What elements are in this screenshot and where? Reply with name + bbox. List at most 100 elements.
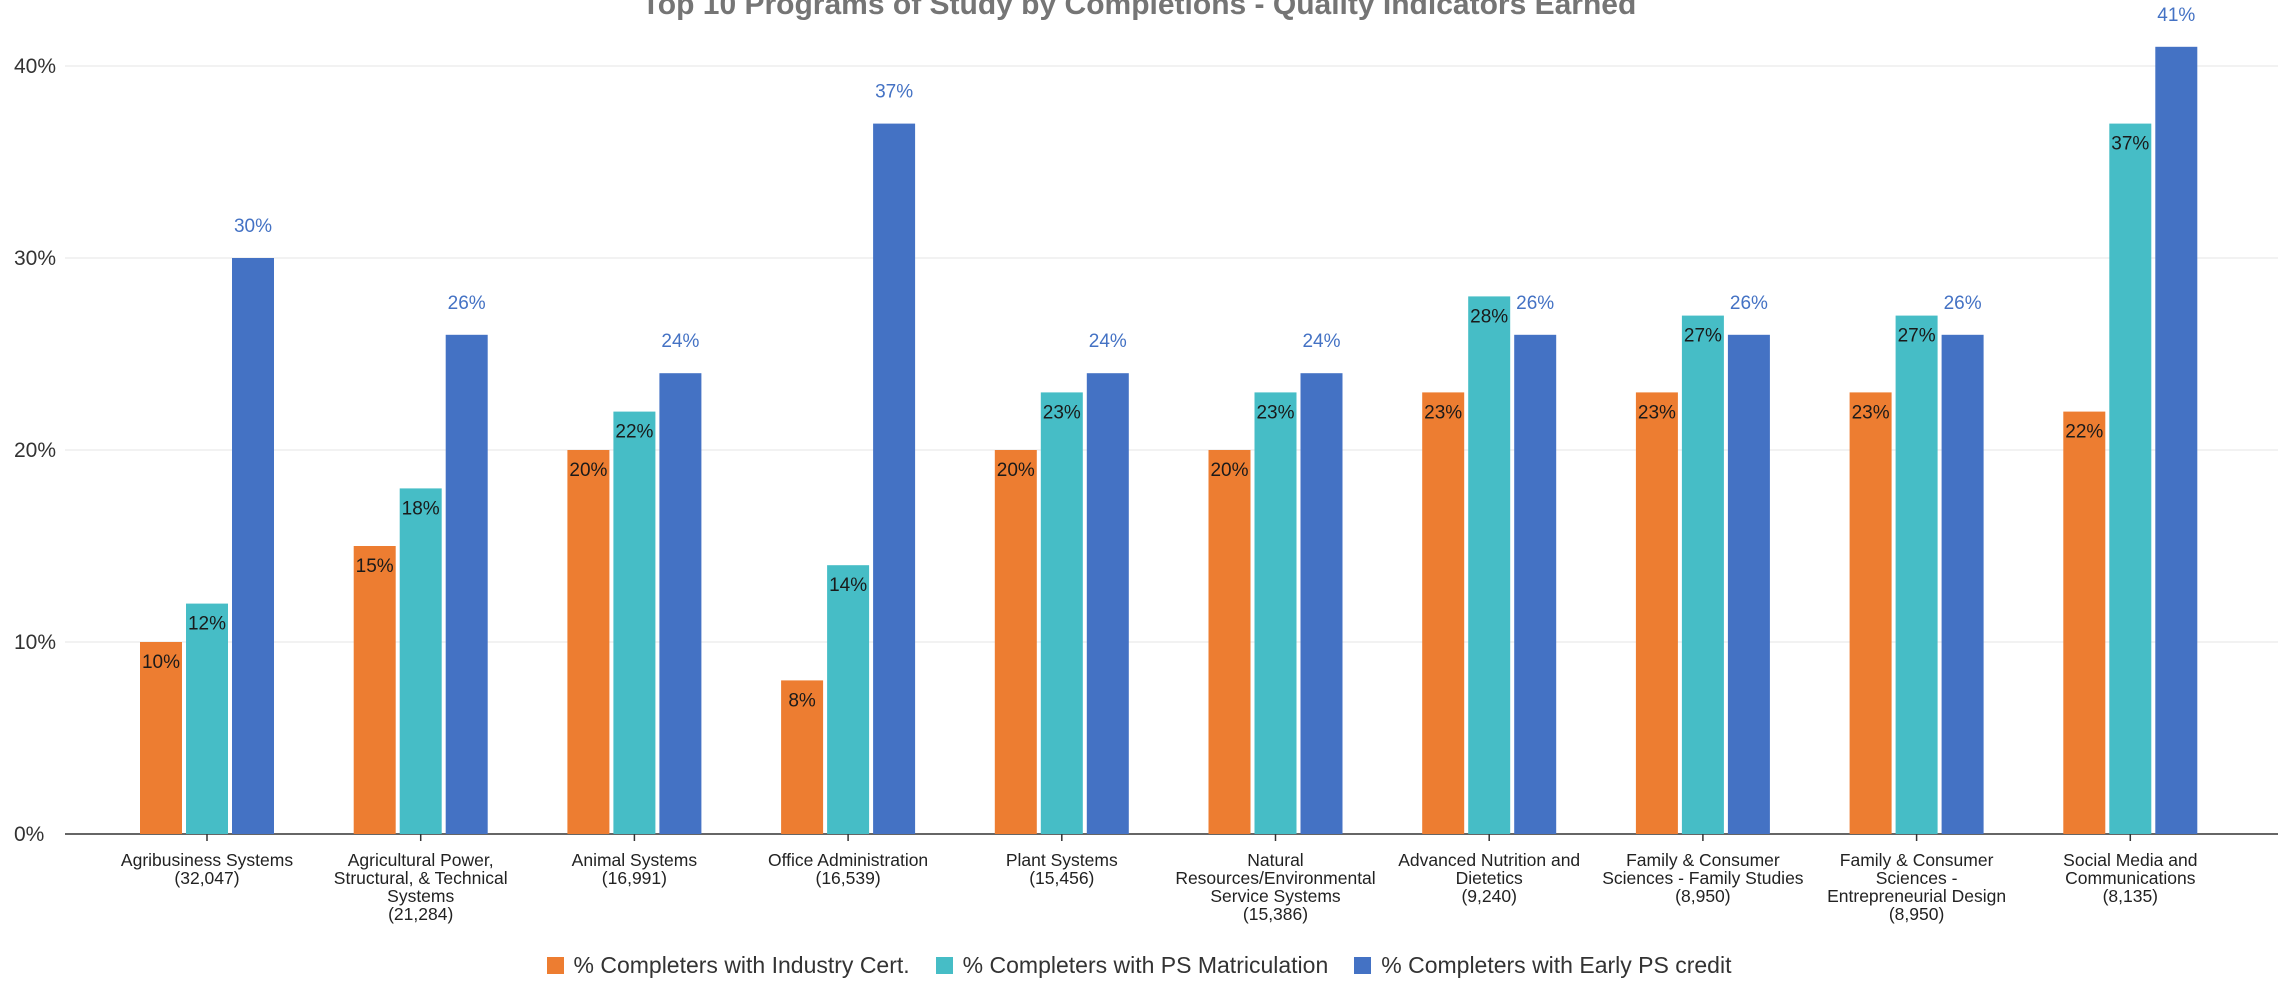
- bar: [1849, 392, 1892, 834]
- legend: % Completers with Industry Cert. % Comple…: [0, 952, 2278, 979]
- bar: [1040, 392, 1083, 834]
- category-label: Office Administration: [768, 850, 928, 870]
- bar: [2155, 46, 2198, 835]
- legend-label: % Completers with PS Matriculation: [962, 952, 1329, 978]
- bar: [1086, 373, 1129, 834]
- category-label: Entrepreneurial Design: [1827, 886, 2006, 906]
- legend-label: % Completers with Early PS credit: [1381, 952, 1732, 978]
- bar: [1468, 296, 1511, 834]
- category-label: (21,284): [388, 904, 453, 924]
- category-label: Resources/Environmental: [1175, 868, 1375, 888]
- legend-item: % Completers with Industry Cert.: [546, 952, 910, 979]
- bar: [353, 546, 396, 834]
- bar: [140, 642, 182, 834]
- bar: [186, 603, 228, 834]
- category-label: Plant Systems: [1006, 850, 1118, 870]
- category-label: Structural, & Technical: [334, 868, 508, 888]
- bar: [567, 450, 610, 834]
- data-label: 14%: [829, 575, 867, 596]
- category-label: Dietetics: [1456, 868, 1523, 888]
- category-label: (8,950): [1889, 904, 1944, 924]
- data-label: 27%: [1684, 326, 1722, 347]
- category-label: (15,456): [1029, 868, 1094, 888]
- category-label: (8,135): [2103, 886, 2158, 906]
- bar: [2063, 411, 2106, 834]
- data-label: 10%: [142, 652, 180, 673]
- data-label: 24%: [661, 331, 699, 352]
- chart-title: Top 10 Programs of Study by Completions …: [642, 0, 1637, 21]
- category-label: (15,386): [1243, 904, 1308, 924]
- category-label: Agricultural Power,: [348, 850, 494, 870]
- data-label: 30%: [234, 216, 272, 237]
- category-label: Social Media and: [2063, 850, 2197, 870]
- y-tick-label: 30%: [14, 247, 56, 270]
- legend-item: % Completers with PS Matriculation: [935, 952, 1329, 979]
- legend-label: % Completers with Industry Cert.: [573, 952, 910, 978]
- category-label: Animal Systems: [572, 850, 698, 870]
- data-label: 20%: [569, 460, 607, 481]
- data-label: 20%: [997, 460, 1035, 481]
- y-tick-label: 0%: [14, 823, 44, 846]
- legend-swatch: [546, 957, 564, 974]
- data-label: 23%: [1852, 402, 1890, 423]
- y-tick-label: 40%: [14, 55, 56, 78]
- data-label: 26%: [1944, 293, 1982, 314]
- category-label: Natural: [1247, 850, 1303, 870]
- bar: [1941, 334, 1984, 834]
- bar: [232, 258, 274, 834]
- data-label: 22%: [615, 422, 653, 443]
- bar: [1514, 334, 1557, 834]
- legend-item: % Completers with Early PS credit: [1354, 952, 1731, 979]
- y-tick-label: 10%: [14, 631, 56, 654]
- data-label: 20%: [1210, 460, 1248, 481]
- bar: [1727, 334, 1770, 834]
- legend-swatch: [935, 957, 953, 974]
- data-label: 37%: [2111, 134, 2149, 155]
- data-label: 23%: [1256, 402, 1294, 423]
- bar: [873, 123, 916, 835]
- legend-swatch: [1354, 957, 1372, 974]
- data-label: 23%: [1424, 402, 1462, 423]
- bar: [1422, 392, 1465, 834]
- bar: [1681, 315, 1724, 835]
- data-label: 22%: [2065, 422, 2103, 443]
- category-label: Agribusiness Systems: [121, 850, 293, 870]
- data-label: 41%: [2157, 5, 2195, 26]
- category-label: Communications: [2065, 868, 2196, 888]
- bar: [445, 334, 488, 834]
- data-label: 15%: [356, 556, 394, 577]
- bar: [1254, 392, 1297, 834]
- category-label: (16,991): [602, 868, 667, 888]
- category-label: Sciences -: [1876, 868, 1958, 888]
- category-label: (16,539): [816, 868, 881, 888]
- data-label: 8%: [788, 690, 816, 711]
- bar: [1635, 392, 1678, 834]
- bar: [827, 565, 870, 834]
- data-label: 26%: [1516, 293, 1554, 314]
- category-label: Family & Consumer: [1626, 850, 1780, 870]
- bar: [613, 411, 656, 834]
- bar: [2109, 123, 2152, 835]
- data-label: 26%: [1730, 293, 1768, 314]
- category-label: Advanced Nutrition and: [1398, 850, 1580, 870]
- data-label: 23%: [1638, 402, 1676, 423]
- y-tick-label: 20%: [14, 439, 56, 462]
- data-label: 18%: [402, 498, 440, 519]
- data-label: 23%: [1043, 402, 1081, 423]
- category-label: (32,047): [174, 868, 239, 888]
- data-label: 27%: [1898, 326, 1936, 347]
- data-label: 12%: [188, 614, 226, 635]
- category-label: Family & Consumer: [1840, 850, 1994, 870]
- bar: [994, 450, 1037, 834]
- category-label: Sciences - Family Studies: [1602, 868, 1804, 888]
- category-label: Service Systems: [1210, 886, 1341, 906]
- data-label: 26%: [448, 293, 486, 314]
- data-label: 37%: [875, 82, 913, 103]
- bar: [1895, 315, 1938, 835]
- data-label: 24%: [1302, 331, 1340, 352]
- bar: [399, 488, 442, 834]
- bar: [781, 680, 824, 834]
- data-label: 28%: [1470, 306, 1508, 327]
